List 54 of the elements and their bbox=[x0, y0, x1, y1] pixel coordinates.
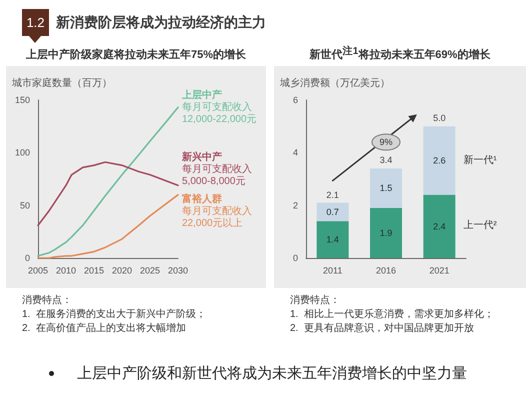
data-label: 2.4 bbox=[433, 221, 446, 232]
total-label: 3.4 bbox=[380, 155, 392, 166]
text: 1.2 bbox=[22, 9, 49, 36]
y-tick-label: 6 bbox=[292, 95, 298, 105]
text: 2. 更具有品牌意识，对中国品牌更加开放 bbox=[290, 322, 475, 336]
total-label: 5.0 bbox=[433, 113, 446, 124]
series-label: 新一代¹ bbox=[463, 154, 497, 167]
bar bbox=[423, 126, 456, 195]
x-tick-label: 2015 bbox=[84, 266, 104, 276]
x-tick-label: 2011 bbox=[322, 266, 342, 276]
text: 新消费阶层将成为拉动经济的主力 bbox=[56, 13, 266, 32]
annotation: 9% bbox=[379, 137, 393, 148]
bar bbox=[316, 221, 349, 258]
data-label: 2.6 bbox=[433, 156, 446, 166]
data-label: 0.7 bbox=[326, 206, 339, 217]
y-tick-label: 4 bbox=[292, 148, 298, 158]
text: 每月可支配收入 12,000-22,000元 bbox=[182, 102, 257, 126]
text: 消费特点： bbox=[22, 294, 73, 308]
x-tick-label: 2030 bbox=[168, 266, 188, 276]
text: 消费特点： bbox=[290, 294, 341, 308]
text: 每月可支配收入 5,000-8,000元 bbox=[182, 164, 252, 188]
y-axis-title: 城乡消费额（万亿美元） bbox=[280, 78, 390, 90]
x-tick-label: 2020 bbox=[112, 266, 132, 276]
series-label: 上一代² bbox=[463, 220, 497, 232]
x-tick-label: 2010 bbox=[56, 266, 76, 276]
series-label: 富裕人群 bbox=[182, 192, 223, 206]
x-tick-label: 2025 bbox=[140, 266, 160, 276]
bar bbox=[423, 194, 456, 258]
total-label: 2.1 bbox=[326, 190, 339, 201]
bar bbox=[370, 168, 402, 208]
x-tick-label: 2005 bbox=[28, 266, 48, 276]
series-label: 上层中产 bbox=[182, 88, 223, 102]
data-label: 1.4 bbox=[326, 234, 339, 245]
y-tick-label: 2 bbox=[292, 200, 298, 210]
y-tick-label: 0 bbox=[292, 253, 298, 263]
text: 1. 在服务消费的支出大于新兴中产阶级； bbox=[22, 308, 206, 322]
y-tick-label: 0 bbox=[24, 253, 30, 263]
bar bbox=[316, 202, 349, 222]
text: 上层中产阶级和新世代将成为未来五年消费增长的中坚力量 bbox=[77, 364, 467, 383]
x-tick-label: 2021 bbox=[429, 266, 450, 276]
y-tick-label: 150 bbox=[14, 95, 30, 105]
y-tick-label: 50 bbox=[20, 200, 30, 210]
data-label: 1.9 bbox=[380, 228, 392, 238]
text: 2. 在高价值产品上的支出将大幅增加 bbox=[22, 322, 187, 336]
text: 新兴中产 bbox=[182, 150, 223, 164]
text: 1. 相比上一代更乐意消费，需求更加多样化； bbox=[290, 308, 494, 322]
chart-title: 上层中产阶级家庭将拉动未来五年75%的增长 bbox=[24, 48, 248, 62]
x-tick-label: 2016 bbox=[376, 266, 396, 276]
y-tick-label: 100 bbox=[14, 148, 30, 158]
bar bbox=[370, 208, 402, 258]
y-axis-title: 城市家庭数量（百万） bbox=[12, 78, 112, 90]
data-label: 1.5 bbox=[380, 183, 392, 194]
text: 每月可支配收入 22,000元以上 bbox=[182, 206, 252, 230]
line-series bbox=[37, 161, 179, 226]
